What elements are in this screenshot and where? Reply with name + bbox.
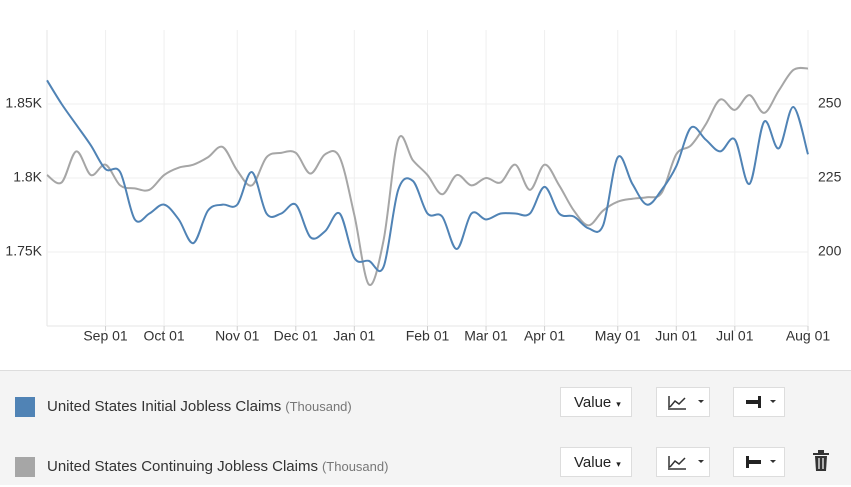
delete-button[interactable] [812,450,830,477]
y2-tick-label: 225 [818,169,842,185]
trash-icon [813,450,829,471]
x-tick-label: Jan 01 [333,328,375,344]
series-unit: (Thousand) [321,459,389,474]
x-tick-label: Feb 01 [406,328,450,344]
value-dropdown[interactable]: Value ▾ [560,447,632,477]
axis-right-icon [746,396,776,408]
series-line [46,66,809,286]
series-unit: (Thousand) [285,399,352,414]
chart: 1.75K 1.8K 1.85K 200 225 250 Sep 01 Oct 01 Nov 0… [5,30,842,344]
chart-type-dropdown[interactable] [656,387,710,417]
legend-panel: United States Initial Jobless Claims (Tho… [0,370,851,485]
caret: ▾ [616,459,621,469]
y-tick-label: 1.85K [5,95,42,111]
marker-dropdown[interactable] [733,387,785,417]
x-tick-label: Oct 01 [143,328,184,344]
x-tick-label: Apr 01 [524,328,565,344]
legend-entry: United States Initial Jobless Claims (Tho… [47,398,352,415]
x-tick-label: Jul 01 [716,328,754,344]
legend-row: United States Continuing Jobless Claims(… [0,447,851,487]
value-label: Value [574,454,612,471]
x-tick-label: Sep 01 [83,328,128,344]
x-tick-label: Jun 01 [655,328,697,344]
x-tick-label: Mar 01 [464,328,508,344]
caret: ▾ [616,399,621,409]
x-tick-label: Nov 01 [215,328,260,344]
y-tick-label: 1.75K [5,243,42,259]
series-name: United States Initial Jobless Claims [47,398,282,415]
marker-dropdown[interactable] [733,447,785,477]
y-tick-label: 1.8K [13,169,42,185]
x-tick-label: Aug 01 [786,328,831,344]
x-tick-label: May 01 [595,328,641,344]
value-label: Value [574,394,612,411]
legend-swatch [15,457,35,477]
series-line [46,79,809,273]
legend-swatch [15,397,35,417]
y2-tick-label: 250 [818,95,842,111]
legend-entry: United States Continuing Jobless Claims(… [47,458,388,475]
value-dropdown[interactable]: Value ▾ [560,387,632,417]
line-icon [668,396,704,410]
line-icon [668,456,704,470]
series-name: United States Continuing Jobless Claims [47,458,318,475]
y2-tick-label: 200 [818,243,842,259]
x-tick-label: Dec 01 [274,328,319,344]
chart-type-dropdown[interactable] [656,447,710,477]
legend-row: United States Initial Jobless Claims (Tho… [0,387,851,427]
axis-left-icon [746,456,776,468]
